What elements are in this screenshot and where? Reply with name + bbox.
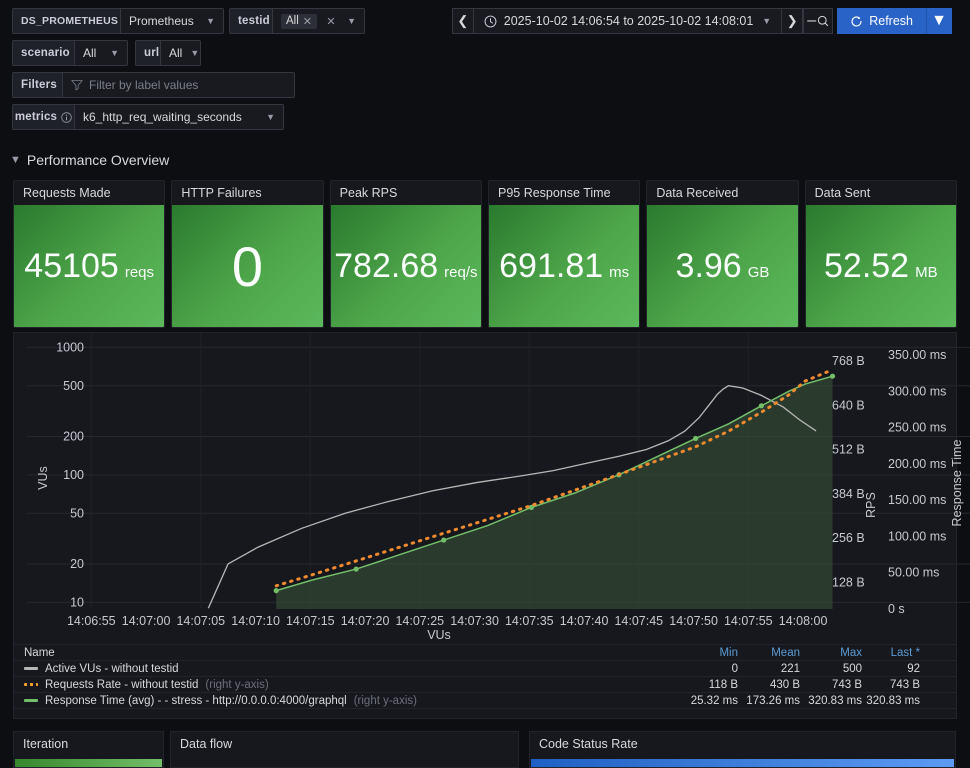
- svg-text:14:07:45: 14:07:45: [614, 614, 663, 628]
- svg-text:50.00 ms: 50.00 ms: [888, 566, 939, 580]
- svg-text:0 s: 0 s: [888, 602, 905, 616]
- svg-text:14:06:55: 14:06:55: [67, 614, 116, 628]
- svg-text:300.00 ms: 300.00 ms: [888, 384, 946, 398]
- svg-text:14:07:15: 14:07:15: [286, 614, 335, 628]
- svg-text:150.00 ms: 150.00 ms: [888, 493, 946, 507]
- svg-text:200.00 ms: 200.00 ms: [888, 457, 946, 471]
- svg-text:14:07:35: 14:07:35: [505, 614, 554, 628]
- svg-text:128 B: 128 B: [832, 575, 865, 589]
- svg-text:350.00 ms: 350.00 ms: [888, 348, 946, 362]
- svg-text:VUs: VUs: [36, 466, 50, 490]
- svg-text:100: 100: [63, 468, 84, 482]
- svg-text:1000: 1000: [56, 341, 84, 355]
- svg-text:384 B: 384 B: [832, 487, 865, 501]
- svg-text:500: 500: [63, 379, 84, 393]
- svg-text:14:07:50: 14:07:50: [669, 614, 718, 628]
- svg-text:512 B: 512 B: [832, 443, 865, 457]
- svg-text:14:07:20: 14:07:20: [341, 614, 390, 628]
- svg-text:14:07:00: 14:07:00: [122, 614, 171, 628]
- svg-text:100.00 ms: 100.00 ms: [888, 529, 946, 543]
- svg-text:50: 50: [70, 506, 84, 520]
- svg-text:14:08:00: 14:08:00: [779, 614, 828, 628]
- svg-text:200: 200: [63, 430, 84, 444]
- svg-text:14:07:30: 14:07:30: [450, 614, 499, 628]
- svg-text:20: 20: [70, 557, 84, 571]
- svg-text:VUs: VUs: [427, 628, 451, 642]
- svg-text:14:07:05: 14:07:05: [176, 614, 225, 628]
- svg-text:256 B: 256 B: [832, 531, 865, 545]
- svg-text:14:07:40: 14:07:40: [560, 614, 609, 628]
- svg-text:250.00 ms: 250.00 ms: [888, 421, 946, 435]
- svg-text:768 B: 768 B: [832, 354, 865, 368]
- svg-text:10: 10: [70, 596, 84, 610]
- svg-text:RPS: RPS: [864, 492, 878, 518]
- svg-text:14:07:25: 14:07:25: [395, 614, 444, 628]
- svg-text:640 B: 640 B: [832, 398, 865, 412]
- svg-text:14:07:55: 14:07:55: [724, 614, 773, 628]
- svg-text:Response Time: Response Time: [950, 440, 964, 527]
- svg-text:14:07:10: 14:07:10: [231, 614, 280, 628]
